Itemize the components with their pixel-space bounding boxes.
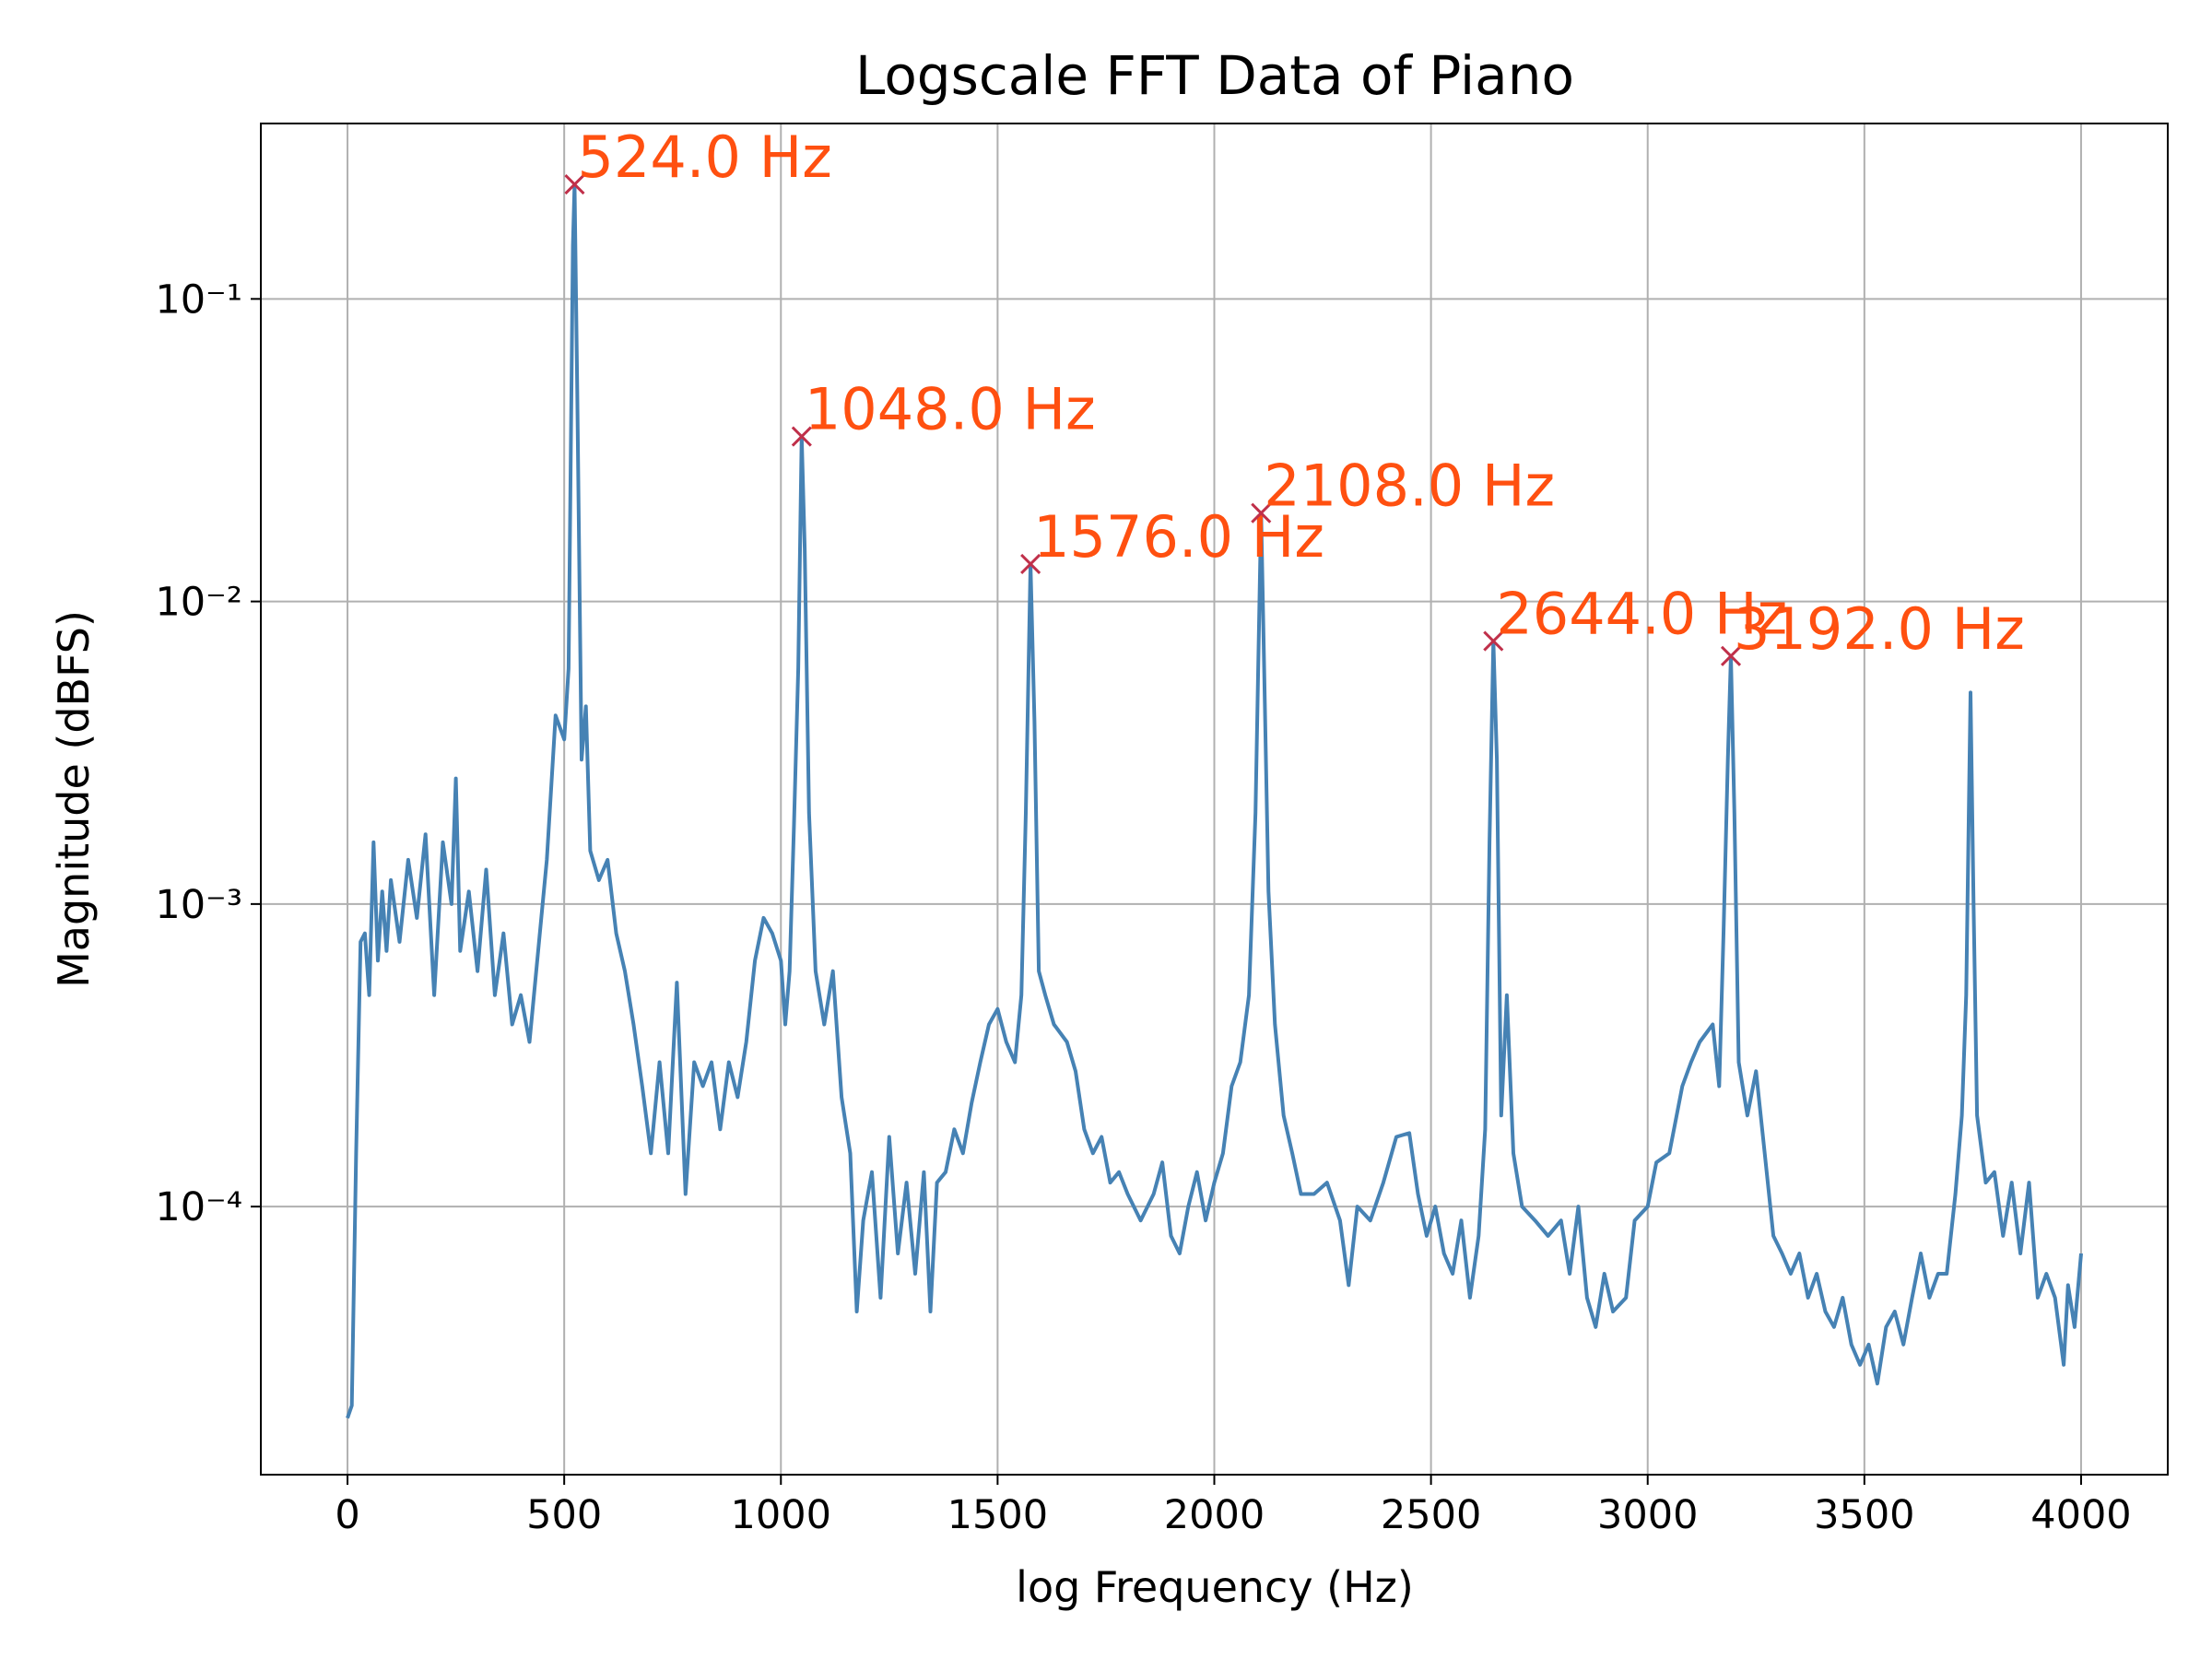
peak-marker — [1020, 553, 1041, 574]
y-tick-label: 10⁻³ — [155, 882, 242, 928]
x-tick-label: 0 — [335, 1492, 359, 1538]
y-tick-label: 10⁻⁴ — [155, 1184, 242, 1230]
chart-title: Logscale FFT Data of Piano — [855, 44, 1574, 107]
x-axis-label: log Frequency (Hz) — [1016, 1562, 1414, 1612]
peak-label: 2644.0 Hz — [1496, 581, 1787, 648]
y-tick-label: 10⁻² — [155, 580, 242, 626]
peak-label: 1576.0 Hz — [1033, 503, 1324, 571]
plot-frame — [260, 123, 2169, 1476]
peak-marker — [564, 174, 585, 195]
peak-label: 3192.0 Hz — [1734, 595, 2025, 663]
x-tick-label: 2500 — [1381, 1492, 1481, 1538]
x-tick-label: 1000 — [731, 1492, 831, 1538]
peak-marker — [1251, 502, 1272, 524]
peak-label: 2108.0 Hz — [1264, 453, 1555, 520]
y-axis-label: Magnitude (dBFS) — [49, 610, 99, 988]
y-tick-label: 10⁻¹ — [155, 276, 242, 323]
data-line — [346, 182, 2083, 1419]
x-tick-label: 500 — [526, 1492, 602, 1538]
peak-marker — [791, 426, 812, 447]
peak-label: 524.0 Hz — [577, 124, 831, 191]
x-tick-label: 3000 — [1597, 1492, 1698, 1538]
peak-marker — [1483, 630, 1504, 652]
peak-label: 1048.0 Hz — [805, 376, 1096, 443]
x-tick-label: 3500 — [1814, 1492, 1914, 1538]
x-tick-label: 4000 — [2030, 1492, 2131, 1538]
x-tick-label: 1500 — [947, 1492, 1048, 1538]
peak-marker — [1720, 645, 1742, 666]
x-tick-label: 2000 — [1164, 1492, 1265, 1538]
